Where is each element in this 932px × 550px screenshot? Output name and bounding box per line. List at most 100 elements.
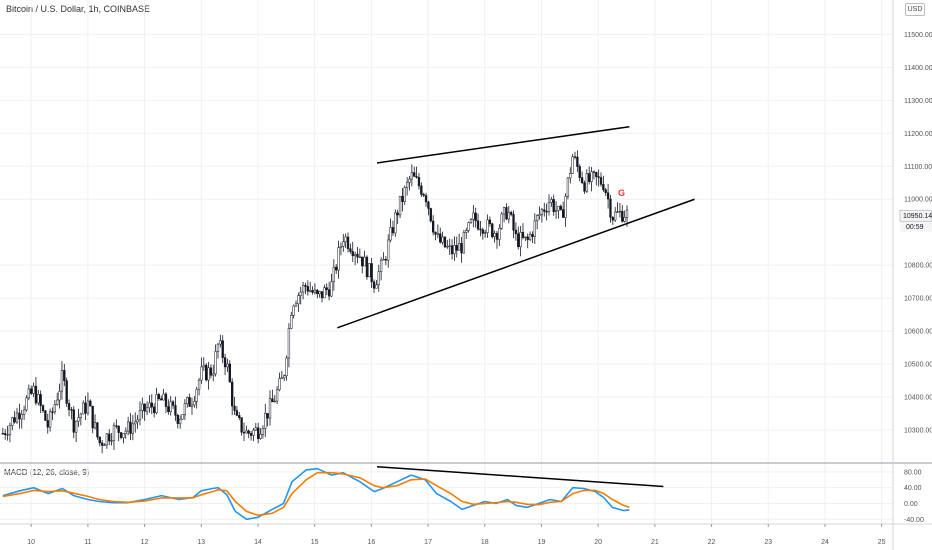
- candle-body: [344, 236, 347, 243]
- candle-body: [472, 212, 475, 220]
- candle-body: [498, 227, 501, 240]
- candle-body: [363, 256, 366, 267]
- candle-body: [65, 380, 68, 404]
- candle-body: [342, 241, 345, 247]
- candle-body: [323, 287, 326, 299]
- candle-body: [422, 194, 425, 196]
- candle-body: [465, 230, 468, 233]
- candle-body: [183, 403, 187, 415]
- candle-body: [436, 233, 440, 235]
- candle-body: [382, 259, 385, 261]
- candle-body: [592, 171, 596, 173]
- candle-body: [320, 291, 324, 299]
- candle-body: [145, 407, 149, 412]
- candle-body: [247, 430, 250, 434]
- candle-body: [332, 266, 335, 282]
- candle-body: [578, 166, 581, 178]
- macd-tick-label: 40.00: [904, 485, 922, 492]
- candle-body: [86, 400, 90, 414]
- candle-body: [571, 156, 574, 174]
- candle-body: [543, 209, 546, 212]
- candle-body: [223, 357, 227, 368]
- date-tick-label: 17: [424, 539, 432, 546]
- candle-body: [34, 385, 38, 404]
- candle-body: [460, 243, 463, 254]
- candle-body: [327, 289, 331, 297]
- macd-title: MACD (12, 26, close, 9): [4, 468, 90, 477]
- date-tick-label: 12: [141, 539, 149, 546]
- candle-body: [22, 409, 26, 415]
- candle-body: [403, 187, 406, 202]
- candle-body: [157, 394, 161, 399]
- candle-body: [136, 419, 139, 423]
- candle-body: [585, 173, 588, 192]
- candle-body: [283, 375, 286, 379]
- price-tick-label: 10400.00: [904, 395, 932, 402]
- price-tick-label: 10800.00: [904, 263, 932, 270]
- current-price-label: 10950.14: [903, 213, 932, 220]
- date-tick-label: 11: [84, 539, 91, 546]
- candle-body: [48, 411, 52, 428]
- candle-body: [105, 433, 109, 446]
- candle-body: [150, 402, 153, 408]
- candle-body: [361, 256, 364, 267]
- candle-body: [554, 210, 558, 212]
- candle-body: [346, 236, 350, 249]
- candle-body: [304, 285, 307, 287]
- candle-body: [171, 401, 175, 406]
- candle-body: [226, 363, 229, 368]
- candle-body: [249, 433, 253, 436]
- candle-body: [604, 189, 607, 194]
- candle-body: [431, 220, 435, 233]
- candle-body: [119, 432, 123, 438]
- candle-body: [254, 427, 257, 431]
- candle-body: [566, 177, 570, 197]
- candle-body: [590, 171, 593, 182]
- candle-body: [11, 417, 14, 426]
- candle-body: [339, 245, 343, 248]
- candle-body: [112, 425, 116, 441]
- date-tick-label: 24: [821, 539, 829, 546]
- candle-body: [53, 404, 57, 413]
- candle-body: [420, 185, 423, 195]
- chart-title: Bitcoin / U.S. Dollar, 1h, COINBASE: [6, 4, 151, 14]
- candle-body: [443, 236, 447, 248]
- candle-body: [20, 414, 23, 420]
- candle-body: [77, 417, 80, 422]
- candle-body: [491, 223, 494, 238]
- candle-body: [514, 229, 518, 235]
- candle-body: [98, 436, 101, 444]
- trendline-upper: [376, 125, 630, 164]
- candle-body: [91, 405, 94, 429]
- candle-body: [389, 227, 392, 241]
- candle-body: [141, 403, 144, 411]
- currency-button[interactable]: USD: [905, 3, 925, 16]
- trendlines: G: [337, 125, 695, 488]
- candle-body: [479, 228, 482, 231]
- candle-body: [89, 400, 92, 407]
- candle-body: [242, 431, 246, 434]
- candle-body: [134, 421, 137, 425]
- candle-body: [252, 429, 255, 436]
- candle-body: [257, 427, 260, 439]
- candle-body: [476, 220, 480, 230]
- date-tick-label: 14: [254, 539, 262, 546]
- candle-body: [517, 233, 520, 248]
- date-tick-label: 25: [878, 539, 886, 546]
- trendline-lower: [337, 198, 695, 329]
- candle-body: [370, 263, 373, 283]
- candle-body: [13, 417, 16, 423]
- candle-body: [162, 393, 165, 401]
- candle-body: [405, 182, 409, 188]
- candle-body: [538, 214, 541, 216]
- candle-body: [372, 281, 376, 289]
- candle-body: [143, 403, 146, 412]
- candle-body: [595, 172, 598, 177]
- candle-body: [609, 198, 612, 218]
- candle-body: [18, 412, 21, 420]
- candle-body: [453, 245, 456, 255]
- candle-body: [394, 212, 397, 234]
- candle-body: [4, 433, 7, 436]
